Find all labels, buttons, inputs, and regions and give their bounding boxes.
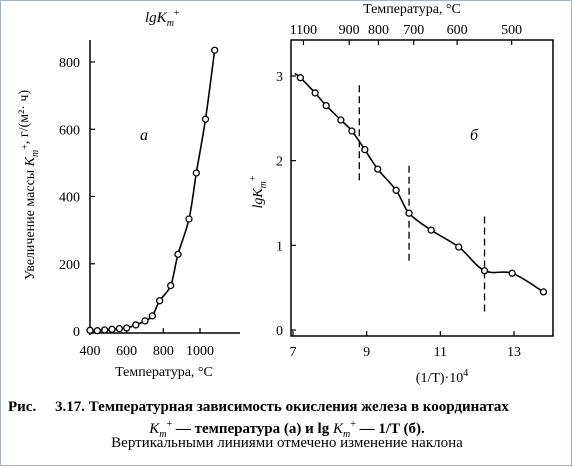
chart-b-data-point	[480, 267, 489, 275]
chart-a-x-tick-label: 600	[116, 344, 137, 359]
chart-b-data-point	[361, 146, 369, 154]
figure-charts: 0 200 400 600 800 400 600 800 1000 lgKm+ а Темп…	[17, 2, 554, 386]
chart-a-data-point	[192, 169, 200, 177]
chart-b-top-tick-label: 700	[403, 23, 424, 38]
chart-b-y-tick-label: 1	[276, 239, 283, 254]
caption-title: Температурная зависимость окисления желе…	[88, 399, 509, 415]
chart-b-data-point	[374, 165, 382, 173]
chart-a-data-point	[156, 297, 164, 305]
chart-b-data-point	[296, 74, 305, 82]
chart-b-x-tick-label: 11	[434, 345, 447, 360]
chart-a-y-tick-label: 0	[73, 325, 80, 340]
chart-a-y-tick-label: 400	[59, 191, 80, 206]
caption-figure-number: 3.17.	[54, 399, 85, 415]
chart-a-data-point	[174, 250, 182, 258]
chart-b-panel-label: б	[470, 127, 479, 144]
chart-a-data-point	[93, 327, 101, 335]
chart-a-data-point	[201, 115, 210, 123]
chart-b-curve	[294, 72, 544, 293]
chart-b-top-tick-label: 500	[501, 23, 522, 38]
chart-a-data-point	[141, 317, 149, 325]
chart-a-y-tick-label: 200	[59, 258, 80, 273]
chart-b-x-tick-label: 13	[507, 345, 521, 360]
chart-b-data-point	[322, 101, 330, 110]
chart-a-data-point	[185, 215, 193, 223]
chart-a-x-tick-label: 400	[80, 344, 101, 359]
chart-a-x-tick-label: 800	[153, 344, 174, 359]
chart-b-x-axis-label: (1/​T​)·104	[416, 368, 468, 386]
chart-b-y-tick-label: 3	[276, 70, 283, 85]
chart-b-x-tick-label: 7	[290, 345, 297, 360]
chart-b-top-tick-label: 1100	[290, 23, 317, 38]
chart-a-data-point	[167, 281, 175, 290]
caption-line-3: Вертикальными линиями отмечено изменение…	[111, 435, 463, 451]
chart-b-y-axis-label: lgKm+	[248, 175, 269, 208]
chart-a: 0 200 400 600 800 400 600 800 1000 lgKm+ а Темп…	[17, 8, 240, 380]
chart-b-data-point	[348, 127, 356, 135]
chart-a-data-point	[86, 326, 94, 334]
chart-a-x-axis-label: Температура, °C	[115, 365, 213, 380]
chart-b-data-point	[539, 288, 548, 296]
chart-b-top-axis-label: Температура, °C	[363, 2, 461, 17]
caption-line-2: Km+ — температура (а) и lg Km+ — 1/T (б)…	[149, 419, 425, 440]
chart-b-data-point	[311, 89, 319, 97]
chart-a-data-point	[108, 325, 116, 333]
chart-b-data-point	[337, 116, 345, 124]
chart-b-y-tick-label: 2	[276, 155, 283, 170]
chart-a-y-tick-label: 800	[59, 56, 80, 71]
chart-a-curve	[89, 50, 216, 332]
chart-b-data-point	[405, 209, 413, 217]
chart-a-data-point	[115, 324, 123, 333]
chart-b-top-tick-label: 800	[368, 23, 389, 38]
chart-a-data-point	[132, 321, 140, 329]
chart-b-top-tick-label: 600	[447, 23, 468, 38]
chart-b-data-point	[508, 269, 516, 277]
chart-b-data-point	[392, 186, 400, 194]
chart-b-top-tick-label: 900	[339, 23, 360, 38]
chart-a-y-tick-label: 600	[59, 123, 80, 138]
caption-line-1: Рис. 3.17. Температурная зависимость оки…	[8, 398, 566, 416]
chart-a-data-point	[101, 326, 109, 334]
chart-a-y-axis-label: Увеличение массы Km+, г/(м²· ч)	[17, 90, 41, 281]
chart-a-data-point	[211, 46, 219, 54]
chart-a-panel-label: а	[140, 127, 148, 144]
caption-figure-label: Рис.	[8, 399, 37, 415]
chart-a-data-point	[148, 312, 156, 320]
chart-b-data-point	[455, 243, 463, 251]
chart-b-data-point	[427, 226, 435, 234]
chart-b: 0 1 2 3 7 9 11 13 1100 900 800 700 600 500 Температ…	[248, 2, 554, 386]
chart-b-plot-frame	[290, 39, 554, 337]
chart-a-data-point	[123, 324, 131, 332]
chart-b-x-tick-label: 9	[363, 345, 370, 360]
chart-a-x-tick-label: 1000	[186, 344, 214, 359]
chart-b-y-tick-label: 0	[276, 324, 283, 339]
chart-a-title: lgKm+	[145, 8, 180, 29]
